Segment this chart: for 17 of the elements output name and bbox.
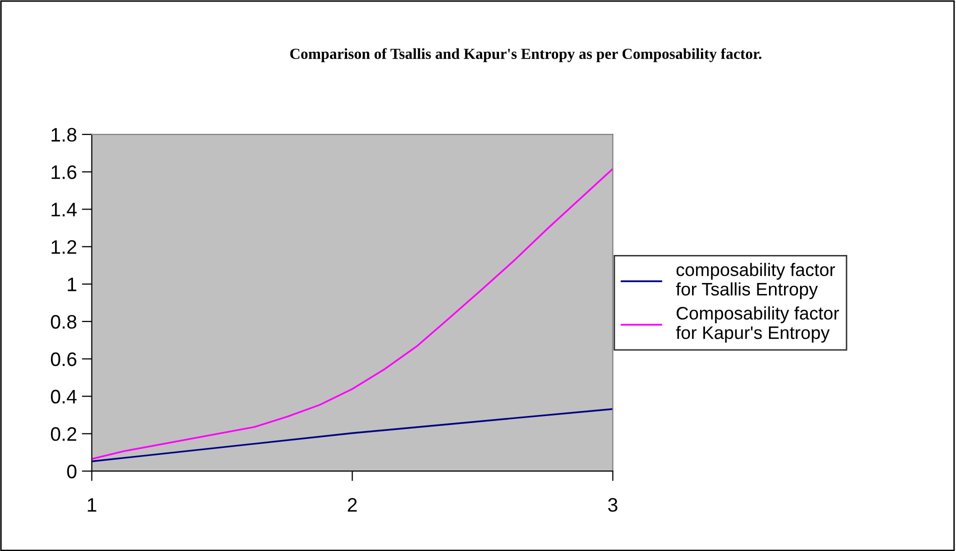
- y-tick-label: 0: [67, 464, 76, 478]
- y-tick-label: 1: [68, 278, 76, 292]
- y-tick-label: 1.6: [52, 165, 76, 180]
- y-tick-label: 0.2: [50, 427, 76, 441]
- legend-label: Composability factor for Kapur's Entropy: [676, 306, 840, 343]
- chart-title: Comparison of Tsallis and Kapur's Entropy as per Composability factor.: [290, 48, 762, 62]
- y-tick-label: 0.4: [50, 390, 77, 404]
- line-series: [92, 168, 613, 460]
- y-tick-label: 0.8: [50, 314, 76, 329]
- x-tick-label: 3: [608, 498, 618, 512]
- legend-label: composability factor for Tsallis Entropy: [676, 262, 836, 300]
- x-tick-label: 2: [348, 498, 357, 512]
- x-tick-label: 1: [88, 498, 96, 512]
- y-tick-label: 0.6: [50, 352, 76, 366]
- y-tick-label: 1.4: [52, 202, 77, 216]
- y-tick-label: 1.8: [52, 128, 76, 142]
- y-tick-label: 1.2: [52, 240, 76, 254]
